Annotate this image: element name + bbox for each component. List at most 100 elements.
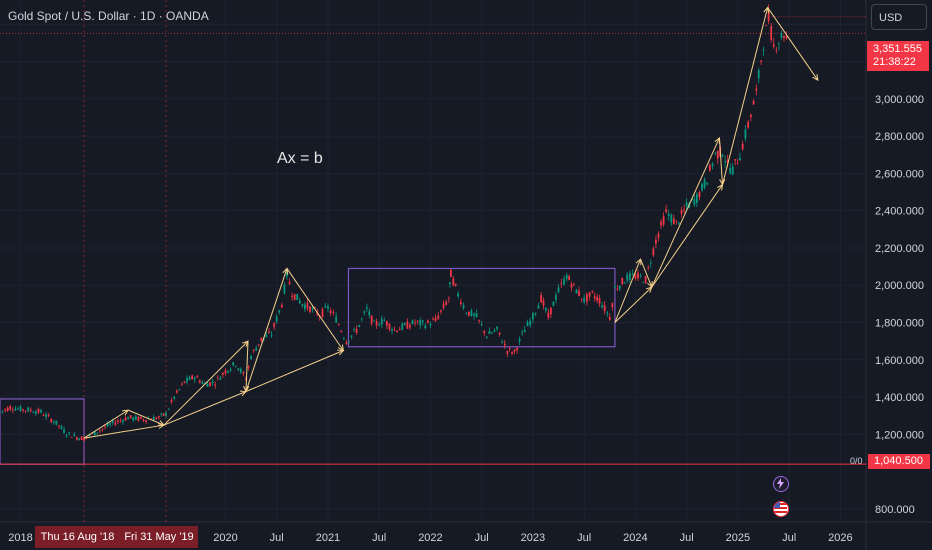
- candle-body: [593, 296, 596, 299]
- candle-body: [540, 294, 543, 303]
- candle-body: [680, 210, 683, 214]
- candle-body: [734, 159, 737, 161]
- candle-body: [239, 368, 242, 373]
- candle-body: [27, 407, 30, 412]
- candle-body: [6, 407, 9, 412]
- candle-body: [232, 362, 235, 366]
- chart-title: Gold Spot / U.S. Dollar · 1D · OANDA: [8, 9, 209, 23]
- trend-arrow: [640, 258, 653, 288]
- candle-body: [478, 319, 481, 321]
- candle-body: [340, 331, 343, 332]
- candle-body: [429, 324, 432, 326]
- candle-body: [247, 366, 250, 368]
- candle-body: [426, 320, 429, 323]
- candle-body: [237, 368, 240, 370]
- candle-body: [432, 319, 434, 321]
- candle-body: [14, 408, 17, 411]
- x-tick-label: 2025: [726, 532, 750, 544]
- candle-body: [601, 305, 604, 308]
- candle-body: [191, 375, 194, 380]
- currency-button[interactable]: USD: [871, 4, 927, 30]
- candle-body: [434, 317, 437, 321]
- y-tick-label: 2,800.000: [875, 131, 924, 143]
- candle-body: [183, 381, 186, 383]
- x-tick-label: 2026: [828, 532, 852, 544]
- trend-arrow: [127, 409, 165, 426]
- candle-body: [467, 311, 470, 316]
- trend-arrow: [286, 268, 344, 351]
- candle-body: [196, 376, 199, 378]
- candle-body: [424, 325, 427, 329]
- candle-body: [145, 420, 147, 422]
- candle-body: [513, 349, 516, 352]
- candle-body: [409, 325, 411, 328]
- candle-body: [175, 390, 178, 393]
- candle-body: [216, 377, 219, 378]
- trend-arrow: [163, 340, 249, 426]
- x-tick-label: Jul: [372, 532, 386, 544]
- candle-body: [385, 321, 388, 326]
- date-badge-start: Thu 16 Aug '18: [35, 526, 120, 548]
- candle-body: [506, 351, 509, 354]
- candle-body: [1, 410, 4, 412]
- candle-body: [73, 434, 76, 437]
- candle-body: [391, 329, 393, 331]
- candle-body: [181, 383, 183, 385]
- current-price-badge: 3,351.555 21:38:22: [867, 41, 929, 71]
- candle-body: [353, 329, 355, 331]
- candle-body: [747, 121, 750, 128]
- candle-body: [649, 263, 652, 264]
- trend-arrow: [614, 286, 653, 323]
- candle-body: [698, 191, 701, 198]
- candle-body: [570, 284, 573, 288]
- candle-body: [767, 11, 770, 22]
- candle-body: [655, 239, 657, 244]
- candle-body: [560, 283, 563, 284]
- candle-body: [80, 436, 83, 440]
- candle-body: [260, 337, 263, 341]
- candle-body: [365, 307, 368, 309]
- y-tick-label: 2,000.000: [875, 280, 924, 292]
- candle-body: [445, 301, 448, 305]
- candle-body: [355, 328, 358, 333]
- candle-body: [60, 426, 63, 429]
- candle-body: [327, 305, 329, 309]
- candle-body: [736, 163, 739, 165]
- candle-body: [529, 320, 532, 326]
- candle-body: [358, 324, 361, 327]
- candle-body: [40, 410, 42, 413]
- us-flag-icon[interactable]: [773, 501, 789, 517]
- candle-body: [19, 406, 22, 412]
- x-tick-label: 2018: [8, 532, 32, 544]
- candle-body: [288, 282, 291, 285]
- candle-body: [17, 408, 19, 410]
- candle-body: [447, 298, 450, 300]
- candle-body: [772, 44, 775, 47]
- candle-body: [473, 313, 475, 316]
- candle-body: [665, 209, 668, 213]
- candle-body: [491, 332, 493, 334]
- candle-body: [760, 60, 763, 62]
- candle-body: [419, 319, 422, 326]
- candle-body: [47, 415, 50, 416]
- x-tick-label: 2023: [521, 532, 545, 544]
- candle-body: [363, 311, 366, 313]
- candle-body: [252, 349, 255, 351]
- candle-body: [337, 324, 340, 326]
- candle-body: [729, 167, 732, 174]
- y-tick-label: 1,800.000: [875, 318, 924, 330]
- candle-body: [129, 415, 132, 418]
- candle-body: [565, 275, 568, 280]
- candle-body: [58, 425, 60, 427]
- candle-body: [501, 342, 504, 343]
- candle-body: [137, 416, 140, 421]
- candle-body: [311, 307, 314, 310]
- candle-body: [342, 338, 345, 339]
- candle-body: [631, 273, 634, 275]
- candle-body: [157, 416, 160, 418]
- y-tick-label: 1,200.000: [875, 429, 924, 441]
- candle-body: [380, 318, 383, 325]
- lightning-icon[interactable]: [773, 476, 789, 492]
- candle-body: [324, 306, 327, 308]
